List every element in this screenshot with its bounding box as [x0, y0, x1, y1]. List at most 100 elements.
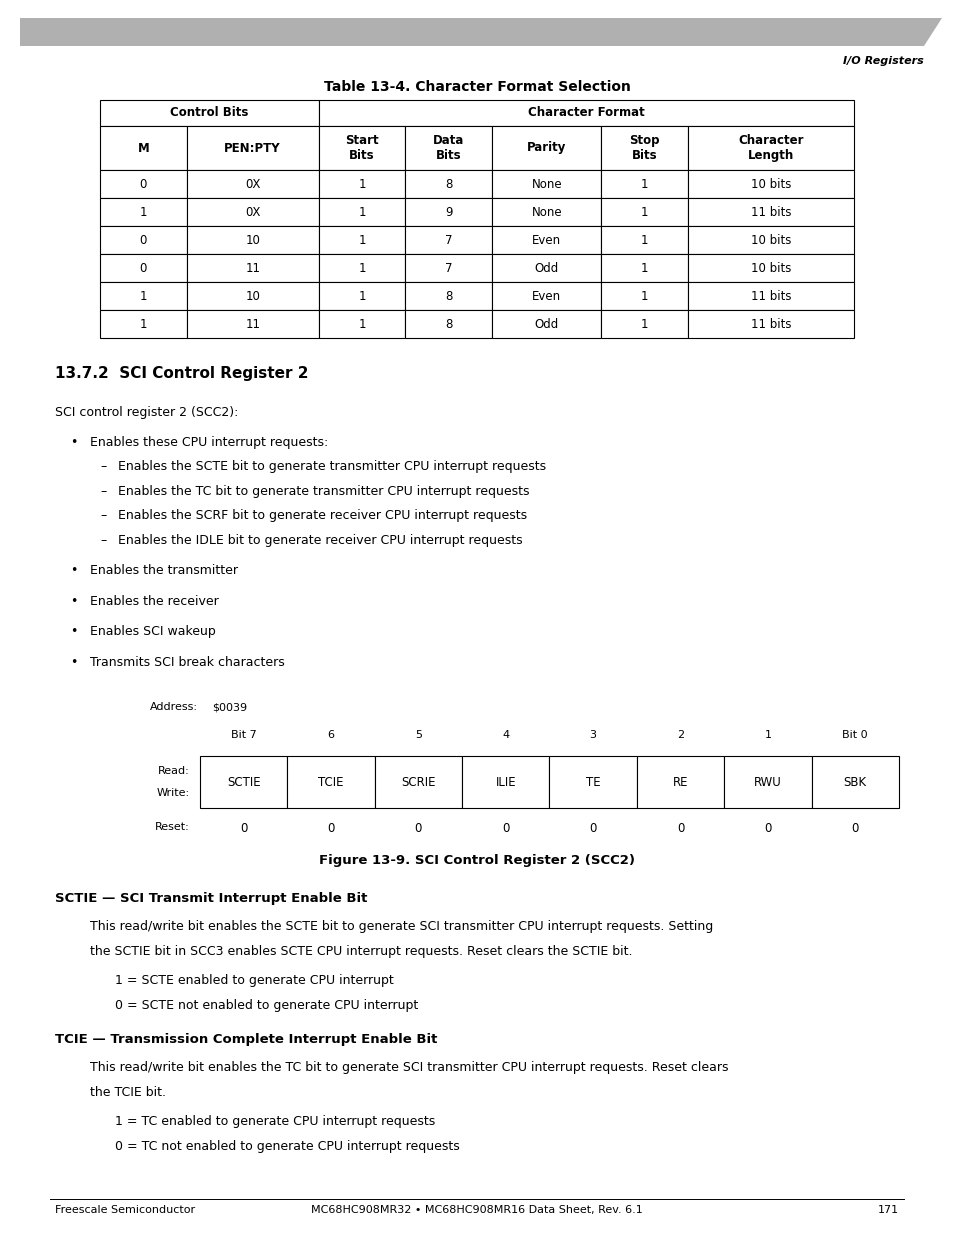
Text: 1: 1: [139, 289, 147, 303]
FancyBboxPatch shape: [405, 282, 492, 310]
Text: 1: 1: [640, 317, 648, 331]
Text: 10: 10: [245, 233, 260, 247]
Text: 0: 0: [415, 823, 421, 836]
Text: 10 bits: 10 bits: [750, 178, 790, 190]
Text: Data
Bits: Data Bits: [433, 135, 464, 162]
FancyBboxPatch shape: [375, 757, 461, 809]
FancyBboxPatch shape: [187, 170, 318, 198]
Text: –: –: [100, 485, 106, 498]
Text: Enables SCI wakeup: Enables SCI wakeup: [90, 625, 215, 638]
FancyBboxPatch shape: [187, 282, 318, 310]
Text: Odd: Odd: [534, 317, 558, 331]
Text: 0: 0: [139, 233, 147, 247]
FancyBboxPatch shape: [600, 282, 687, 310]
Text: 1: 1: [358, 205, 365, 219]
Text: Parity: Parity: [526, 142, 566, 154]
Text: 1: 1: [640, 262, 648, 274]
Text: 8: 8: [444, 178, 452, 190]
Text: 0: 0: [139, 178, 147, 190]
Text: •: •: [70, 625, 77, 638]
Text: the TCIE bit.: the TCIE bit.: [90, 1086, 166, 1099]
Text: Address:: Address:: [150, 703, 198, 713]
FancyBboxPatch shape: [405, 126, 492, 170]
Text: 0: 0: [763, 823, 771, 836]
Polygon shape: [20, 19, 941, 46]
Text: Enables these CPU interrupt requests:: Enables these CPU interrupt requests:: [90, 436, 328, 450]
Text: SCTIE: SCTIE: [227, 776, 260, 789]
Text: TE: TE: [585, 776, 599, 789]
Text: –: –: [100, 510, 106, 522]
FancyBboxPatch shape: [318, 226, 405, 254]
Text: 1: 1: [640, 205, 648, 219]
Text: 5: 5: [415, 730, 421, 741]
FancyBboxPatch shape: [405, 310, 492, 338]
FancyBboxPatch shape: [492, 310, 600, 338]
Text: Enables the TC bit to generate transmitter CPU interrupt requests: Enables the TC bit to generate transmitt…: [118, 485, 529, 498]
Text: Figure 13-9. SCI Control Register 2 (SCC2): Figure 13-9. SCI Control Register 2 (SCC…: [318, 855, 635, 867]
FancyBboxPatch shape: [100, 198, 187, 226]
FancyBboxPatch shape: [492, 282, 600, 310]
FancyBboxPatch shape: [318, 170, 405, 198]
Text: 10 bits: 10 bits: [750, 233, 790, 247]
Text: PEN:PTY: PEN:PTY: [224, 142, 281, 154]
Text: 9: 9: [444, 205, 452, 219]
Text: •: •: [70, 595, 77, 608]
Text: 1: 1: [763, 730, 771, 741]
Text: Start
Bits: Start Bits: [345, 135, 378, 162]
Text: 0 = TC not enabled to generate CPU interrupt requests: 0 = TC not enabled to generate CPU inter…: [115, 1140, 459, 1153]
Text: Control Bits: Control Bits: [170, 106, 249, 120]
FancyBboxPatch shape: [318, 126, 405, 170]
Text: 1: 1: [358, 262, 365, 274]
Text: 1 = TC enabled to generate CPU interrupt requests: 1 = TC enabled to generate CPU interrupt…: [115, 1115, 435, 1129]
Text: 1: 1: [139, 317, 147, 331]
FancyBboxPatch shape: [723, 757, 811, 809]
Text: Character
Length: Character Length: [738, 135, 803, 162]
FancyBboxPatch shape: [100, 282, 187, 310]
FancyBboxPatch shape: [100, 310, 187, 338]
Text: Enables the IDLE bit to generate receiver CPU interrupt requests: Enables the IDLE bit to generate receive…: [118, 534, 522, 547]
FancyBboxPatch shape: [687, 226, 853, 254]
Text: Table 13-4. Character Format Selection: Table 13-4. Character Format Selection: [323, 80, 630, 94]
Text: Bit 0: Bit 0: [841, 730, 867, 741]
Text: Transmits SCI break characters: Transmits SCI break characters: [90, 656, 284, 669]
Text: Reset:: Reset:: [155, 823, 190, 832]
Text: Enables the SCRF bit to generate receiver CPU interrupt requests: Enables the SCRF bit to generate receive…: [118, 510, 527, 522]
FancyBboxPatch shape: [318, 100, 853, 126]
FancyBboxPatch shape: [687, 170, 853, 198]
Text: 1: 1: [358, 289, 365, 303]
FancyBboxPatch shape: [492, 126, 600, 170]
Text: Bit 7: Bit 7: [231, 730, 256, 741]
FancyBboxPatch shape: [492, 254, 600, 282]
Text: –: –: [100, 534, 106, 547]
Text: This read/write bit enables the TC bit to generate SCI transmitter CPU interrupt: This read/write bit enables the TC bit t…: [90, 1062, 728, 1074]
Text: 7: 7: [444, 262, 452, 274]
FancyBboxPatch shape: [687, 126, 853, 170]
Text: MC68HC908MR32 • MC68HC908MR16 Data Sheet, Rev. 6.1: MC68HC908MR32 • MC68HC908MR16 Data Sheet…: [311, 1205, 642, 1215]
Text: 3: 3: [589, 730, 596, 741]
Text: 11 bits: 11 bits: [750, 317, 790, 331]
FancyBboxPatch shape: [600, 126, 687, 170]
FancyBboxPatch shape: [600, 226, 687, 254]
FancyBboxPatch shape: [811, 757, 898, 809]
FancyBboxPatch shape: [687, 282, 853, 310]
FancyBboxPatch shape: [100, 254, 187, 282]
Text: 1: 1: [358, 317, 365, 331]
Text: 0: 0: [501, 823, 509, 836]
Text: Odd: Odd: [534, 262, 558, 274]
Text: Enables the transmitter: Enables the transmitter: [90, 564, 237, 578]
FancyBboxPatch shape: [687, 310, 853, 338]
FancyBboxPatch shape: [100, 126, 187, 170]
FancyBboxPatch shape: [549, 757, 637, 809]
FancyBboxPatch shape: [318, 254, 405, 282]
FancyBboxPatch shape: [187, 226, 318, 254]
Text: 0: 0: [240, 823, 247, 836]
Text: Freescale Semiconductor: Freescale Semiconductor: [55, 1205, 195, 1215]
Text: 1: 1: [640, 178, 648, 190]
FancyBboxPatch shape: [405, 170, 492, 198]
FancyBboxPatch shape: [600, 170, 687, 198]
Text: SCTIE — SCI Transmit Interrupt Enable Bit: SCTIE — SCI Transmit Interrupt Enable Bi…: [55, 893, 367, 905]
FancyBboxPatch shape: [637, 757, 723, 809]
Text: I/O Registers: I/O Registers: [842, 56, 923, 65]
FancyBboxPatch shape: [600, 254, 687, 282]
Text: 10 bits: 10 bits: [750, 262, 790, 274]
